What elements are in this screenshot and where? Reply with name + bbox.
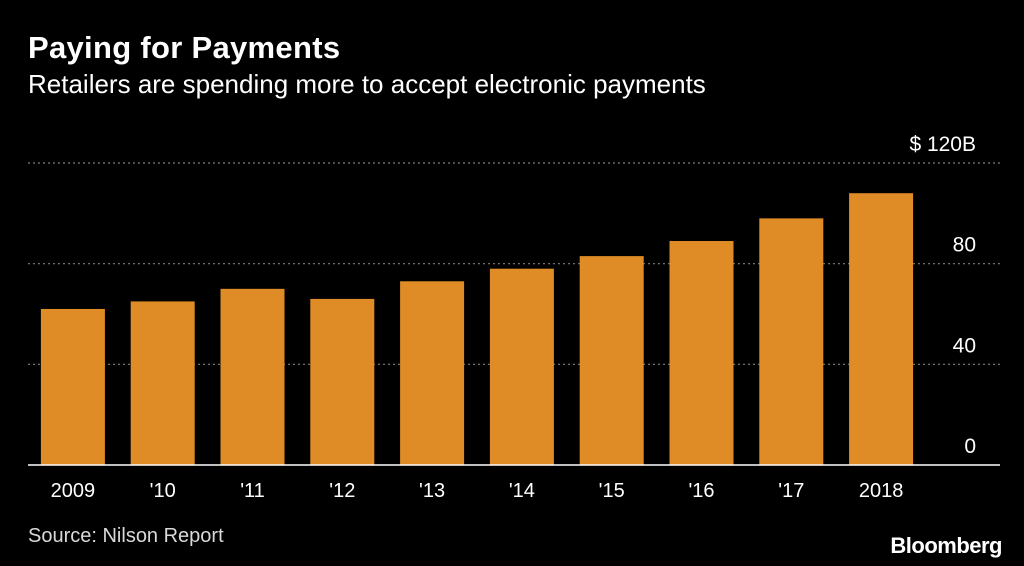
bar xyxy=(489,268,554,465)
chart-subtitle: Retailers are spending more to accept el… xyxy=(28,69,706,99)
bar xyxy=(220,288,285,465)
x-tick-label: '14 xyxy=(509,480,535,502)
bar xyxy=(849,193,914,465)
bar xyxy=(759,218,824,465)
bar xyxy=(579,256,644,465)
bar xyxy=(400,281,465,465)
x-tick-label: 2009 xyxy=(51,480,96,502)
bloomberg-logo: Bloomberg xyxy=(890,533,1002,558)
bar xyxy=(310,298,375,465)
y-tick-label: 40 xyxy=(953,334,976,357)
chart-title: Paying for Payments xyxy=(28,30,341,65)
bar xyxy=(669,241,734,465)
source-note: Source: Nilson Report xyxy=(28,525,224,547)
y-tick-label: 80 xyxy=(953,234,976,257)
bar xyxy=(130,301,195,465)
x-tick-label: 2018 xyxy=(859,480,904,502)
bar xyxy=(40,308,105,465)
x-tick-label: '16 xyxy=(688,480,714,502)
x-tick-label: '12 xyxy=(329,480,355,502)
x-tick-label: '10 xyxy=(150,480,176,502)
y-tick-label: $ 120B xyxy=(909,133,976,156)
x-tick-label: '15 xyxy=(599,480,625,502)
x-tick-label: '17 xyxy=(778,480,804,502)
x-tick-label: '11 xyxy=(240,480,265,502)
x-tick-label: '13 xyxy=(419,480,445,502)
y-tick-label: 0 xyxy=(964,435,976,458)
